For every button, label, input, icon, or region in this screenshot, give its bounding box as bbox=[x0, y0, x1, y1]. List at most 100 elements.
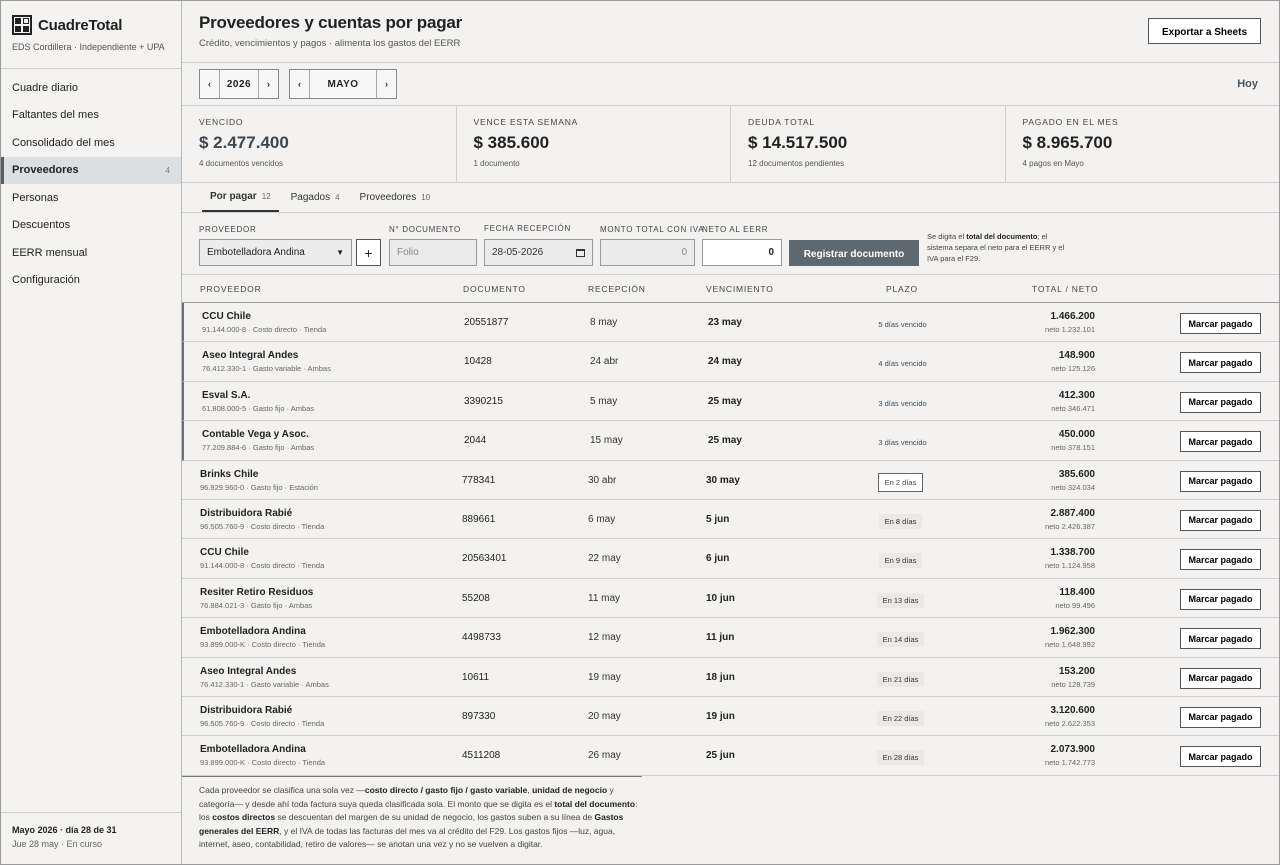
tab-count: 12 bbox=[261, 192, 271, 201]
sidebar-item-consolidado-del-mes[interactable]: Consolidado del mes bbox=[1, 129, 181, 157]
mark-paid-button[interactable]: Marcar pagado bbox=[1180, 352, 1261, 374]
page-subtitle: Crédito, vencimientos y pagos · alimenta… bbox=[199, 38, 461, 49]
due-date: 11 jun bbox=[706, 632, 735, 644]
fecha-input[interactable]: 28-05-2026 bbox=[484, 239, 593, 266]
proveedor-select[interactable]: Embotelladora Andina ▼ bbox=[199, 239, 352, 266]
mark-paid-button[interactable]: Marcar pagado bbox=[1180, 706, 1261, 728]
mark-paid-button[interactable]: Marcar pagado bbox=[1180, 470, 1261, 492]
table-row: Contable Vega y Asoc. 77.209.884-6 · Gast… bbox=[182, 421, 1279, 461]
export-sheets-button[interactable]: Exportar a Sheets bbox=[1148, 18, 1261, 44]
net-amount: neto 1.124.958 bbox=[1044, 561, 1095, 571]
tab-proveedores[interactable]: Proveedores 10 bbox=[352, 183, 439, 212]
sidebar-item-count: 4 bbox=[165, 165, 170, 175]
doc-input[interactable]: Folio bbox=[389, 239, 477, 266]
provider-name: Embotelladora Andina bbox=[200, 626, 306, 638]
document-number: 2044 bbox=[464, 435, 487, 447]
mark-paid-button[interactable]: Marcar pagado bbox=[1180, 509, 1261, 531]
register-document-button[interactable]: Registrar documento bbox=[789, 240, 919, 266]
total-amount: 2.073.900 bbox=[1050, 744, 1096, 756]
total-amount: 1.962.300 bbox=[1050, 626, 1096, 638]
due-date: 19 jun bbox=[706, 710, 735, 722]
table-row: Aseo Integral Andes 76.412.330-1 · Gasto … bbox=[182, 342, 1279, 382]
document-number: 3390215 bbox=[464, 395, 503, 407]
add-provider-button[interactable]: + bbox=[356, 239, 381, 266]
provider-cell: Esval S.A. 61.808.000-5 · Gasto fijo · Am… bbox=[202, 390, 314, 413]
brand-name: CuadreTotal bbox=[38, 16, 123, 34]
tab-pagados[interactable]: Pagados 4 bbox=[283, 183, 348, 212]
year-prev-icon[interactable]: ‹ bbox=[200, 70, 220, 98]
col-plazo[interactable]: PLAZO bbox=[886, 284, 918, 294]
provider-cell: Brinks Chile 96.929.960-0 · Gasto fijo · … bbox=[200, 469, 318, 492]
col-total[interactable]: TOTAL / NETO bbox=[1032, 284, 1099, 294]
mark-paid-button[interactable]: Marcar pagado bbox=[1180, 746, 1261, 768]
monto-input[interactable]: 0 bbox=[600, 239, 695, 266]
mark-paid-button[interactable]: Marcar pagado bbox=[1180, 313, 1261, 334]
mark-paid-button[interactable]: Marcar pagado bbox=[1180, 588, 1261, 610]
col-documento[interactable]: DOCUMENTO bbox=[463, 284, 526, 294]
col-recepcion[interactable]: RECEPCIÓN bbox=[588, 284, 646, 294]
col-proveedor[interactable]: PROVEEDOR bbox=[200, 284, 262, 294]
sidebar-item-descuentos[interactable]: Descuentos bbox=[1, 212, 181, 240]
total-amount: 412.300 bbox=[1058, 389, 1095, 401]
note-segment: costo directo / gasto fijo / gasto varia… bbox=[364, 785, 528, 795]
month-prev-icon[interactable]: ‹ bbox=[290, 70, 310, 98]
status-badge: 3 días vencido bbox=[878, 398, 927, 408]
note-segment: se descuentan del margen de su unidad de… bbox=[275, 812, 595, 822]
net-amount: neto 1.648.992 bbox=[1044, 640, 1095, 650]
new-document-form: PROVEEDOR Embotelladora Andina ▼ + N° DO… bbox=[182, 213, 1279, 275]
total-amount: 153.200 bbox=[1058, 665, 1095, 677]
document-number: 20551877 bbox=[464, 317, 509, 328]
sidebar-item-faltantes-del-mes[interactable]: Faltantes del mes bbox=[1, 102, 181, 130]
mark-paid-button[interactable]: Marcar pagado bbox=[1180, 549, 1261, 571]
tab-count: 4 bbox=[335, 193, 340, 202]
col-vencimiento[interactable]: VENCIMIENTO bbox=[706, 284, 774, 294]
mark-paid-button[interactable]: Marcar pagado bbox=[1180, 667, 1261, 689]
reception-date: 8 may bbox=[590, 317, 618, 328]
sidebar-item-configuracion[interactable]: Configuración bbox=[1, 267, 181, 295]
today-link[interactable]: Hoy bbox=[1237, 78, 1258, 90]
mark-paid-button[interactable]: Marcar pagado bbox=[1180, 628, 1261, 650]
term-cell: En 22 días bbox=[838, 708, 963, 726]
table-row: CCU Chile 91.144.000-8 · Costo directo · … bbox=[182, 303, 1279, 343]
mark-paid-button[interactable]: Marcar pagado bbox=[1180, 431, 1261, 453]
month-next-icon[interactable]: › bbox=[376, 70, 396, 98]
sidebar-item-personas[interactable]: Personas bbox=[1, 184, 181, 212]
sidebar-item-eerr-mensual[interactable]: EERR mensual bbox=[1, 239, 181, 267]
due-date: 6 jun bbox=[706, 553, 730, 565]
term-cell: En 13 días bbox=[838, 590, 963, 608]
year-next-icon[interactable]: › bbox=[258, 70, 278, 98]
classification-note: Cada proveedor se clasifica una sola vez… bbox=[182, 776, 1279, 864]
sidebar-item-label: Cuadre diario bbox=[12, 81, 79, 94]
note-segment: total del documento bbox=[554, 798, 636, 809]
sidebar-footer: Mayo 2026 · día 28 de 31 Jue 28 may · En… bbox=[1, 812, 181, 864]
kpi-label: PAGADO EN EL MES bbox=[1022, 117, 1119, 127]
reception-date: 22 may bbox=[588, 553, 621, 565]
mark-paid-button[interactable]: Marcar pagado bbox=[1180, 391, 1261, 413]
provider-name: Brinks Chile bbox=[200, 468, 259, 480]
due-date: 23 may bbox=[708, 317, 742, 328]
year-value: 2026 bbox=[226, 78, 252, 90]
provider-meta: 93.899.000-K · Costo directo · Tienda bbox=[200, 640, 326, 650]
term-cell: 4 días vencido bbox=[840, 353, 965, 371]
grid-logo-icon bbox=[12, 15, 32, 35]
provider-cell: Embotelladora Andina 93.899.000-K · Costo… bbox=[200, 626, 325, 649]
sidebar-item-cuadre-diario[interactable]: Cuadre diario bbox=[1, 74, 181, 102]
calendar-icon[interactable] bbox=[576, 248, 585, 257]
provider-name: Esval S.A. bbox=[202, 389, 251, 401]
provider-meta: 96.505.760-9 · Costo directo · Tienda bbox=[200, 521, 325, 531]
total-cell: 118.400 neto 99.496 bbox=[1055, 587, 1095, 610]
total-cell: 2.887.400 neto 2.426.387 bbox=[1045, 508, 1095, 531]
term-cell: 3 días vencido bbox=[840, 432, 965, 450]
sidebar-item-proveedores[interactable]: Proveedores 4 bbox=[1, 156, 181, 184]
sidebar-nav: Cuadre diario Faltantes del mes Consolidad… bbox=[1, 74, 181, 294]
proveedor-label: PROVEEDOR bbox=[199, 225, 257, 234]
kpi-label: VENCIDO bbox=[199, 117, 244, 127]
sidebar-item-label: Configuración bbox=[12, 274, 80, 287]
tab-por-pagar[interactable]: Por pagar 12 bbox=[202, 183, 279, 212]
total-cell: 450.000 neto 378.151 bbox=[1051, 429, 1095, 452]
kpi-note: 4 pagos en Mayo bbox=[1022, 159, 1084, 168]
kpi-card: VENCIDO $ 2.477.400 4 documentos vencidos bbox=[182, 106, 457, 182]
note-segment: : los bbox=[199, 798, 638, 823]
neto-input[interactable]: 0 bbox=[702, 239, 782, 266]
sidebar-item-label: Faltantes del mes bbox=[12, 109, 99, 122]
